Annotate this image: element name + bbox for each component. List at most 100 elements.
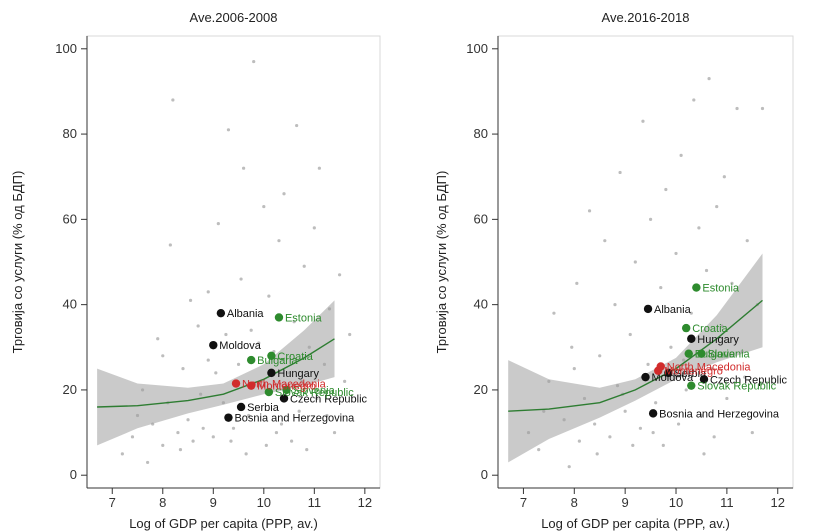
background-point <box>252 59 256 64</box>
country-label: Estonia <box>702 283 740 295</box>
y-tick-label: 20 <box>474 382 488 397</box>
country-label: Estonia <box>285 312 323 324</box>
country-point <box>699 375 709 384</box>
background-point <box>638 426 643 430</box>
country-point <box>654 366 663 375</box>
x-tick-label: 12 <box>771 495 785 510</box>
background-point <box>262 204 266 209</box>
background-point <box>697 226 701 230</box>
background-point <box>239 277 243 281</box>
background-point <box>745 239 749 243</box>
x-tick-label: 8 <box>571 495 578 510</box>
x-tick-label: 9 <box>622 495 629 510</box>
x-axis-title: Log of GDP per capita (PPP, av.) <box>541 516 730 531</box>
background-point <box>631 443 635 447</box>
background-point <box>249 328 253 332</box>
y-tick-label: 80 <box>63 126 77 141</box>
country-point <box>279 394 289 403</box>
background-point <box>196 324 200 328</box>
background-point <box>648 217 653 221</box>
x-tick-label: 10 <box>669 495 683 510</box>
background-point <box>201 426 205 430</box>
background-point <box>707 77 711 81</box>
country-label: Montenegro <box>664 366 723 378</box>
background-point <box>176 430 180 435</box>
chart-title: Ave.2016-2018 <box>602 10 690 25</box>
chart-panel-2: Ave.2016-2018 0 20 40 60 80 100 7 8 9 10 11 12 Log of… <box>434 10 794 531</box>
background-point <box>267 294 271 298</box>
background-point <box>699 413 704 418</box>
country-label: Slovenia <box>293 385 336 397</box>
background-point <box>315 396 319 401</box>
background-point <box>178 448 183 452</box>
y-tick-label: 100 <box>55 41 77 56</box>
background-point <box>168 243 172 247</box>
background-point <box>674 251 678 256</box>
background-point <box>710 367 714 371</box>
y-tick-label: 0 <box>481 467 488 482</box>
y-tick-label: 40 <box>474 297 488 312</box>
country-label: Albania <box>654 304 692 316</box>
background-point <box>651 430 655 435</box>
background-point <box>715 204 719 209</box>
background-point <box>735 106 739 111</box>
background-point <box>641 119 645 123</box>
background-point <box>343 379 347 383</box>
country-label: Hungary <box>277 368 319 380</box>
country-point <box>224 413 233 422</box>
x-tick-label: 10 <box>257 495 271 510</box>
background-point <box>214 371 218 375</box>
country-label: North Macedonia <box>667 361 752 373</box>
country-point <box>209 340 218 350</box>
background-point <box>211 435 215 439</box>
country-point <box>664 368 673 378</box>
country-point <box>648 409 658 418</box>
background-point <box>236 362 241 366</box>
background-point <box>289 439 294 443</box>
country-label: Hungary <box>697 334 739 346</box>
background-point <box>552 311 556 315</box>
background-point <box>244 452 248 456</box>
country-point <box>282 385 291 395</box>
background-point <box>120 452 124 456</box>
country-point <box>246 381 256 390</box>
background-point <box>282 192 286 196</box>
country-point <box>274 313 284 322</box>
y-tick-label: 0 <box>70 467 77 482</box>
country-label: Moldova <box>652 372 694 384</box>
background-point <box>161 443 165 447</box>
country-label: Bosnia and Herzegovina <box>659 408 780 420</box>
country-point <box>264 387 274 397</box>
y-tick-label: 40 <box>63 297 77 312</box>
background-point <box>231 426 236 430</box>
background-point <box>595 452 599 456</box>
country-point <box>236 402 246 412</box>
y-axis-title: Трговија со услуги (% од БДП) <box>10 171 25 354</box>
background-point <box>348 332 352 337</box>
country-label: Slovak Republic <box>697 381 776 393</box>
background-point <box>206 358 210 362</box>
country-point <box>267 351 276 361</box>
background-point <box>593 422 597 426</box>
y-tick-label: 60 <box>474 211 488 226</box>
country-label: Czech Republic <box>710 374 788 386</box>
background-point <box>613 303 617 307</box>
background-point <box>264 443 268 447</box>
background-point <box>146 460 150 465</box>
x-tick-label: 11 <box>720 495 734 510</box>
country-point <box>681 323 691 333</box>
country-label: Serbia <box>247 402 280 414</box>
x-tick-label: 7 <box>520 495 527 510</box>
country-label: Serbia <box>674 368 707 380</box>
background-point <box>628 332 632 337</box>
x-tick-label: 7 <box>109 495 116 510</box>
country-label: Croatia <box>277 351 313 363</box>
country-point <box>697 349 706 358</box>
confidence-band <box>508 253 763 463</box>
y-tick-label: 60 <box>63 211 77 226</box>
country-point <box>641 372 650 382</box>
background-point <box>598 354 602 358</box>
background-point <box>292 320 296 324</box>
background-point <box>646 362 650 366</box>
country-label: Slovak Republic <box>275 387 354 399</box>
